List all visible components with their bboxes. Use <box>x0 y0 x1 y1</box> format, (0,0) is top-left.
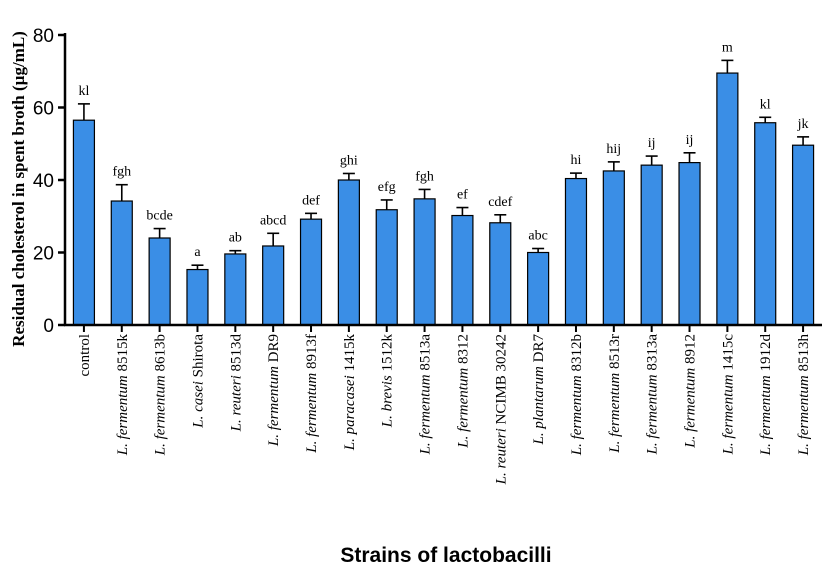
category-label-5: L. fermentum DR9 <box>266 334 282 447</box>
bar-1 <box>110 200 133 326</box>
bar-4 <box>224 253 247 326</box>
bar-14 <box>602 170 625 326</box>
error-bar-15 <box>645 155 658 166</box>
significance-label-11: cdef <box>488 195 512 210</box>
category-label-9: L. fermentum 8513a <box>418 334 434 456</box>
error-bar-14 <box>607 161 620 171</box>
error-bar-4 <box>229 249 242 254</box>
significance-label-5: abcd <box>260 213 286 228</box>
bar-2 <box>148 237 171 326</box>
error-bar-5 <box>267 232 280 246</box>
error-bar-13 <box>569 172 582 179</box>
y-axis-label: Residual cholesterol in spent broth (µg/… <box>9 31 28 347</box>
x-axis-label: Strains of lactobacilli <box>340 544 551 567</box>
bar-3 <box>186 268 209 326</box>
y-tick-label-3: 60 <box>33 99 54 120</box>
significance-label-17: m <box>722 40 733 55</box>
bar-17 <box>716 72 739 326</box>
category-label-12: L. plantarum DR7 <box>531 334 547 446</box>
bar-15 <box>640 164 663 326</box>
category-label-16: L. fermentum 8912 <box>683 334 699 449</box>
bar-18 <box>754 122 777 326</box>
y-tick-label-4: 80 <box>33 26 54 47</box>
error-bar-2 <box>153 227 166 238</box>
error-bar-12 <box>532 247 545 253</box>
error-bar-0 <box>77 103 90 121</box>
category-label-10: L. fermentum 8312 <box>455 334 471 449</box>
y-tick-label-0: 0 <box>43 316 54 337</box>
error-bar-3 <box>191 264 204 270</box>
significance-label-4: ab <box>229 231 242 246</box>
category-labels: control L. fermentum 8515k L. fermentum 86… <box>77 334 812 486</box>
significance-label-0: kl <box>78 84 89 99</box>
significance-labels: kl fgh bcde a ab abcd def ghi efg fgh ef cdef abc hi h… <box>78 40 808 260</box>
significance-label-15: ij <box>648 136 656 151</box>
bar-5 <box>262 245 285 326</box>
error-bars <box>77 59 810 270</box>
category-label-13: L. fermentum 8312b <box>569 334 585 456</box>
error-bar-6 <box>305 212 318 220</box>
error-bar-1 <box>115 183 128 202</box>
bars <box>72 72 815 326</box>
significance-label-6: def <box>302 193 320 208</box>
error-bar-10 <box>456 206 469 216</box>
bar-19 <box>791 144 815 326</box>
bar-16 <box>678 162 701 326</box>
error-bar-18 <box>759 116 772 123</box>
significance-label-10: ef <box>457 188 468 203</box>
category-label-2: L. fermentum 8613b <box>153 334 169 456</box>
error-bar-11 <box>494 214 507 223</box>
significance-label-2: bcde <box>146 209 172 224</box>
category-label-0: control <box>77 334 93 377</box>
bar-0 <box>72 119 96 326</box>
significance-label-19: jk <box>797 117 809 132</box>
bar-8 <box>375 209 398 326</box>
category-label-4: L. reuteri 8513d <box>228 334 244 433</box>
significance-label-16: ij <box>686 133 694 148</box>
bar-6 <box>299 218 323 326</box>
error-bar-7 <box>342 172 355 180</box>
category-label-17: L. fermentum 1415c <box>720 334 736 456</box>
error-bar-8 <box>380 199 393 210</box>
bar-10 <box>451 214 474 326</box>
category-label-6: L. fermentum 8913f <box>304 334 320 454</box>
y-tick-label-2: 40 <box>33 171 54 192</box>
bar-9 <box>413 198 436 326</box>
significance-label-18: kl <box>760 97 771 112</box>
significance-label-14: hij <box>606 142 621 157</box>
category-label-1: L. fermentum 8515k <box>115 334 131 457</box>
error-bar-17 <box>721 59 734 74</box>
category-label-3: L. casei Shirota <box>190 334 206 429</box>
axes: 0 20 40 60 80 <box>33 26 822 337</box>
category-label-15: L. fermentum 8313a <box>645 334 661 456</box>
bar-7 <box>337 179 360 326</box>
error-bar-19 <box>797 136 810 146</box>
significance-label-12: abc <box>528 229 547 244</box>
bar-12 <box>527 251 550 326</box>
category-label-8: L. brevis 1512k <box>380 334 396 429</box>
significance-label-9: fgh <box>415 169 434 184</box>
error-bar-16 <box>683 152 696 163</box>
category-label-11: L. reuteri NCIMB 30242 <box>493 334 509 485</box>
bar-13 <box>564 177 588 326</box>
category-label-19: L. fermentum 8513h <box>796 334 812 457</box>
error-bar-9 <box>418 188 431 199</box>
significance-label-7: ghi <box>340 153 358 168</box>
y-tick-label-1: 20 <box>33 244 54 265</box>
significance-label-13: hi <box>571 153 582 168</box>
category-label-7: L. paracasei 1415k <box>342 334 358 452</box>
bar-11 <box>489 222 512 326</box>
category-label-18: L. fermentum 1912d <box>758 334 774 457</box>
significance-label-1: fgh <box>112 165 131 180</box>
significance-label-3: a <box>194 245 201 260</box>
category-label-14: L. fermentum 8513r <box>607 334 623 454</box>
significance-label-8: efg <box>378 180 396 195</box>
